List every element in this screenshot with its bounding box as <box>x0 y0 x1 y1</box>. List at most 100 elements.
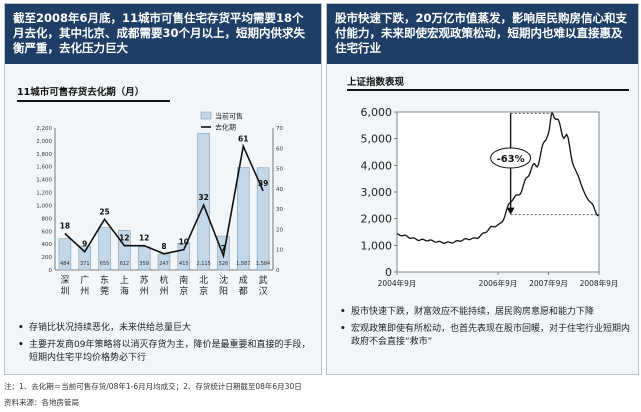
left-tick-label: 0 <box>49 268 53 274</box>
category-label: 莞 <box>100 285 109 297</box>
left-tick-label: 2,200 <box>36 126 52 132</box>
bar <box>78 245 91 271</box>
y-tick-label: 6,000 <box>361 106 393 119</box>
x-tick-label: 2006年9月 <box>479 278 518 288</box>
legend-bar-label: 当前可售 <box>215 112 243 121</box>
x-tick-label: 2004年9月 <box>378 278 417 288</box>
line-value-label: 12 <box>139 234 149 243</box>
line-value-label: 25 <box>99 207 109 216</box>
category-label: 深 <box>60 275 69 286</box>
left-tick-label: 2,000 <box>36 139 52 145</box>
index-line <box>396 111 600 244</box>
x-tick-label: 2008年9月 <box>580 278 619 288</box>
category-label: 北 <box>199 275 208 286</box>
bar-value-label: 371 <box>80 261 90 267</box>
left-bullet-1: 存销比状况持续恶化，未来供给总量巨大 <box>15 322 313 335</box>
right-tick-label: 10 <box>276 248 283 254</box>
bar-value-label: 415 <box>179 261 189 267</box>
bar-value-label: 359 <box>139 261 149 267</box>
left-tick-label: 600 <box>42 229 53 235</box>
right-tick-label: 40 <box>276 187 283 193</box>
left-tick-label: 1,400 <box>36 178 52 184</box>
category-label: 京 <box>199 285 208 297</box>
line-value-label: 32 <box>198 193 208 202</box>
bar <box>256 167 270 271</box>
bar-chart: 02004006008001,0001,2001,4001,6001,8002,… <box>36 111 283 298</box>
right-tick-label: 60 <box>276 146 283 152</box>
bar-value-label: 247 <box>159 261 169 267</box>
y-tick-label: 3,000 <box>361 186 393 199</box>
left-tick-label: 800 <box>42 216 53 222</box>
right-tick-label: 20 <box>276 227 283 233</box>
category-label: 沈 <box>219 274 228 286</box>
right-bullets: 股市快速下跌，财富效应不能持续，居民购房意愿和能力下降 宏观政策即使有所松动，也… <box>337 306 631 353</box>
category-label: 广 <box>80 274 89 286</box>
bar <box>197 133 210 271</box>
line-value-label: 12 <box>119 234 129 243</box>
bar-chart-title-underline <box>17 100 170 102</box>
right-tick-label: 0 <box>276 268 280 274</box>
category-label: 南 <box>179 274 188 286</box>
line-value-label: 39 <box>258 179 268 188</box>
left-tick-label: 200 <box>42 255 53 261</box>
category-label: 武 <box>259 274 268 286</box>
bar-value-label: 655 <box>100 261 110 267</box>
drawdown-label: -63% <box>497 154 525 165</box>
category-label: 海 <box>120 285 129 297</box>
line-chart: 0 1,000 2,000 3,000 4,000 5,000 6,000 2004年9月 20… <box>361 106 619 288</box>
line-series-去化期 <box>64 143 264 259</box>
bar <box>118 230 131 271</box>
left-bullet-2: 主要开发商09年策略将以消灭存货为主，降价是最重要和直接的手段，短期内住宅平均价… <box>15 339 313 365</box>
bar <box>177 242 191 271</box>
left-banner: 截至2008年6月底，11城市可售住宅存货平均需要18个月去化，其中北京、成都需… <box>5 4 321 64</box>
right-banner: 股市快速下跌，20万亿市值蒸发，影响居民购房信心和支付能力，未来即使宏观政策松动… <box>327 4 638 64</box>
y-tick-label: 0 <box>385 266 392 279</box>
right-bullet-2: 宏观政策即使有所松动，也首先表现在股市回暖，对于住宅行业短期内政府不会直接“救市… <box>337 323 631 349</box>
category-label: 京 <box>179 285 188 297</box>
bar-value-label: 484 <box>60 261 70 267</box>
category-label: 圳 <box>60 286 69 297</box>
bar <box>98 227 111 271</box>
category-label: 苏 <box>140 274 149 286</box>
drawdown-arrowhead <box>506 207 515 215</box>
left-tick-label: 400 <box>42 242 53 248</box>
y-tick-label: 1,000 <box>361 239 393 252</box>
bar-value-label: 1,584 <box>256 261 270 267</box>
category-label: 汉 <box>259 286 268 297</box>
legend-bar-swatch <box>200 111 212 120</box>
drawdown-label-bubble <box>490 147 532 169</box>
bar <box>237 167 250 271</box>
right-bullet-1: 股市快速下跌，财富效应不能持续，居民购房意愿和能力下降 <box>337 306 631 319</box>
y-tick-label: 2,000 <box>361 213 393 226</box>
category-label: 州 <box>140 286 149 297</box>
category-label: 州 <box>80 286 89 297</box>
left-bullets: 存销比状况持续恶化，未来供给总量巨大 主要开发商09年策略将以消灭存货为主，降价… <box>15 322 313 369</box>
y-tick-label: 4,000 <box>361 159 393 172</box>
left-panel: 截至2008年6月底，11城市可售住宅存货平均需要18个月去化，其中北京、成都需… <box>4 3 322 375</box>
y-tick-label: 5,000 <box>361 133 393 146</box>
x-tick-label: 2007年9月 <box>529 278 568 288</box>
category-label: 州 <box>159 286 168 297</box>
category-label: 杭 <box>159 274 168 286</box>
line-value-label: 8 <box>161 242 166 251</box>
category-label: 成 <box>239 274 248 286</box>
plot-area <box>396 111 600 273</box>
line-value-label: 9 <box>82 240 87 249</box>
bar-value-label: 526 <box>219 261 229 267</box>
right-panel: 股市快速下跌，20万亿市值蒸发，影响居民购房信心和支付能力，未来即使宏观政策松动… <box>326 3 639 375</box>
bar-value-label: 2,115 <box>196 261 210 267</box>
bar <box>58 238 72 271</box>
line-chart-title-underline <box>347 89 629 91</box>
line-value-label: 18 <box>60 221 70 230</box>
legend-line-label: 去化期 <box>215 123 236 132</box>
category-label: 都 <box>239 286 248 297</box>
bar-chart-title: 11城市可售存货去化期（月） <box>17 87 145 98</box>
bar-value-label: 1,587 <box>236 261 250 267</box>
left-tick-label: 1,800 <box>36 152 52 158</box>
bar-value-label: 612 <box>120 261 130 267</box>
left-tick-label: 1,600 <box>36 165 52 171</box>
bar <box>137 246 151 271</box>
source-note: 资料来源：各地房管局 <box>4 398 79 407</box>
left-tick-label: 1,000 <box>36 203 52 209</box>
category-label: 阳 <box>219 286 228 297</box>
